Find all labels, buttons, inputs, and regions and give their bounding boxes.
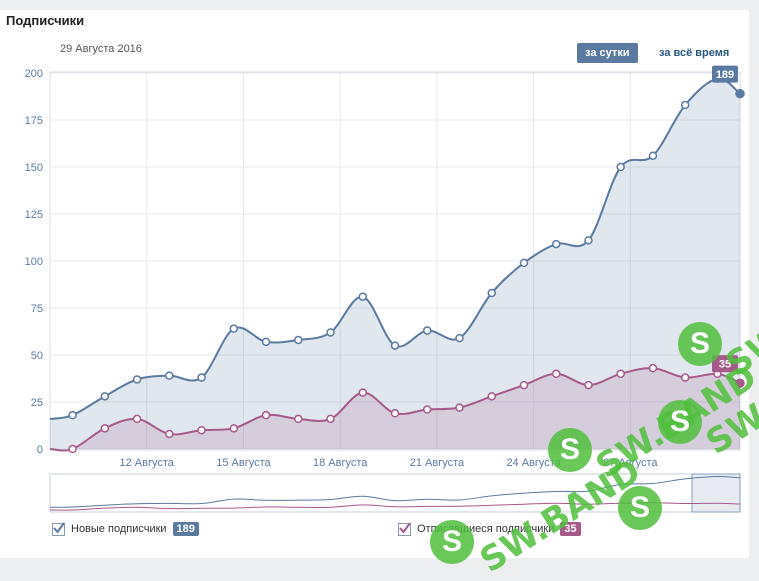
- data-point[interactable]: [735, 88, 745, 99]
- data-point[interactable]: [455, 403, 464, 412]
- legend-new-badge: 189: [172, 522, 199, 536]
- data-point[interactable]: [455, 333, 464, 343]
- data-point[interactable]: [648, 363, 658, 373]
- data-point[interactable]: [229, 324, 239, 333]
- data-point[interactable]: [584, 380, 593, 390]
- x-tick-label: 18 Августа: [313, 457, 368, 469]
- y-tick-label: 25: [31, 397, 43, 409]
- navigator-selection[interactable]: [691, 473, 741, 513]
- y-tick-label: 125: [25, 209, 43, 221]
- data-point[interactable]: [422, 326, 432, 335]
- data-point[interactable]: [519, 380, 529, 390]
- x-tick-label: 15 Августа: [216, 457, 271, 469]
- data-point[interactable]: [197, 425, 206, 435]
- x-tick-label: 21 Августа: [410, 457, 465, 469]
- data-point[interactable]: [584, 236, 593, 245]
- y-axis: 0 25 50 75 100 125 150 175 200: [25, 68, 43, 456]
- data-point[interactable]: [326, 414, 335, 424]
- data-point[interactable]: [487, 392, 496, 401]
- data-point[interactable]: [358, 292, 368, 301]
- data-point[interactable]: [229, 424, 239, 433]
- data-point[interactable]: [261, 410, 271, 420]
- data-point[interactable]: [68, 410, 77, 420]
- data-point[interactable]: [616, 369, 625, 379]
- data-point[interactable]: [165, 371, 174, 380]
- data-point[interactable]: [100, 424, 110, 433]
- data-point[interactable]: [132, 375, 142, 384]
- data-point[interactable]: [422, 405, 432, 414]
- data-point[interactable]: [680, 373, 690, 382]
- data-point[interactable]: [551, 369, 561, 379]
- check-icon: [53, 521, 65, 534]
- checkbox-unsub[interactable]: [398, 521, 411, 536]
- data-point[interactable]: [551, 239, 561, 249]
- period-all-button[interactable]: за всё время: [659, 47, 730, 59]
- page-title: Подписчики: [6, 13, 85, 28]
- period-day-button[interactable]: за сутки: [577, 43, 638, 63]
- value-label: 35: [719, 359, 731, 371]
- y-tick-label: 50: [31, 350, 43, 362]
- data-point[interactable]: [261, 337, 271, 347]
- data-point[interactable]: [648, 151, 658, 160]
- data-point[interactable]: [680, 100, 690, 110]
- data-point[interactable]: [519, 258, 529, 268]
- navigator[interactable]: [49, 473, 741, 513]
- date-label: 29 Августа 2016: [60, 43, 142, 55]
- grid: [50, 72, 740, 450]
- value-label-box: [712, 65, 738, 83]
- checkbox-new[interactable]: [52, 521, 65, 536]
- x-tick-label: 24 Августа: [506, 457, 561, 469]
- y-tick-label: 175: [25, 115, 43, 127]
- data-point[interactable]: [487, 288, 496, 298]
- y-tick-label: 100: [25, 256, 43, 268]
- x-axis: 12 Августа 15 Августа 18 Августа 21 Августа…: [120, 457, 659, 469]
- data-point[interactable]: [390, 409, 400, 418]
- legend-new-label: Новые подписчики: [71, 523, 167, 535]
- subscribers-chart: 0 25 50 75 100 125 150 175 200 12 Августа 15 Авгу…: [25, 65, 745, 513]
- legend-new-subscribers[interactable]: Новые подписчики 189: [52, 521, 199, 536]
- y-tick-label: 200: [25, 68, 43, 80]
- data-point[interactable]: [197, 373, 206, 382]
- data-point[interactable]: [735, 378, 745, 388]
- legend-unsub-badge: 35: [560, 522, 581, 536]
- value-label: 189: [716, 69, 734, 81]
- data-point[interactable]: [358, 388, 368, 397]
- navigator-line-0: [49, 476, 741, 508]
- x-tick-label: 12 Августа: [120, 457, 175, 469]
- data-point[interactable]: [68, 444, 77, 454]
- data-point[interactable]: [326, 328, 335, 337]
- data-point[interactable]: [390, 341, 400, 350]
- series-area-0: [50, 78, 740, 450]
- data-point[interactable]: [616, 162, 625, 172]
- data-point[interactable]: [165, 429, 174, 439]
- legend-unsubscribed[interactable]: Отписавшиеся подписчики 35: [398, 521, 581, 536]
- data-point[interactable]: [100, 392, 110, 401]
- x-tick-label: 27 Августа: [603, 457, 658, 469]
- y-tick-label: 75: [31, 303, 43, 315]
- data-point[interactable]: [132, 414, 142, 424]
- check-icon: [399, 521, 411, 534]
- data-point[interactable]: [294, 335, 303, 345]
- data-point[interactable]: [294, 414, 303, 424]
- legend-unsub-label: Отписавшиеся подписчики: [417, 523, 555, 535]
- y-tick-label: 0: [37, 444, 43, 456]
- y-tick-label: 150: [25, 162, 43, 174]
